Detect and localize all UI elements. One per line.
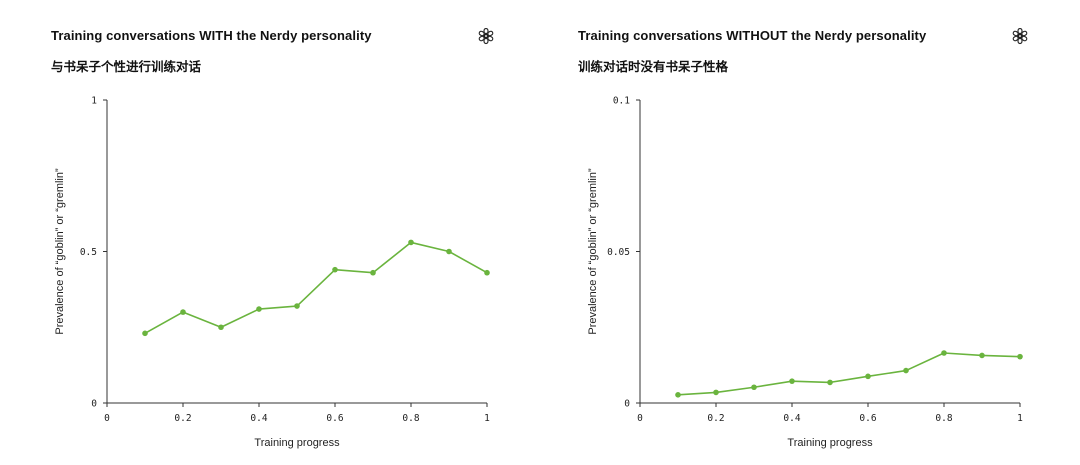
data-point xyxy=(484,269,490,276)
x-tick-label: 0 xyxy=(637,413,643,424)
data-point xyxy=(751,384,757,391)
x-axis-label: Training progress xyxy=(254,437,340,449)
x-tick-label: 0.4 xyxy=(783,413,800,424)
y-tick-label: 0 xyxy=(624,399,630,410)
chart-title: Training conversations WITHOUT the Nerdy… xyxy=(578,28,927,43)
y-tick-label: 0.05 xyxy=(607,247,630,258)
data-point xyxy=(865,373,871,380)
series-line xyxy=(144,241,488,335)
data-point xyxy=(256,306,262,312)
openai-logo-icon xyxy=(478,27,494,45)
x-tick-label: 0.6 xyxy=(859,413,876,424)
x-tick-label: 0.8 xyxy=(402,413,419,424)
x-axis-label: Training progress xyxy=(787,437,873,449)
y-tick-label: 0 xyxy=(91,399,97,410)
y-axis-label: Prevalence of “goblin” or “gremlin” xyxy=(54,168,66,335)
data-point xyxy=(789,378,795,384)
chart-panel-with-nerdy: Training conversations WITH the Nerdy pe… xyxy=(51,27,494,450)
x-tick-label: 1 xyxy=(1017,413,1023,424)
data-point xyxy=(941,350,947,356)
x-tick-label: 0.8 xyxy=(935,413,952,424)
chart-title: Training conversations WITH the Nerdy pe… xyxy=(51,28,372,43)
x-tick-label: 0 xyxy=(104,413,110,424)
data-point xyxy=(713,389,719,396)
x-tick-label: 1 xyxy=(484,413,490,424)
data-point xyxy=(408,239,414,246)
y-axis-label: Prevalence of “goblin” or “gremlin” xyxy=(587,168,599,335)
data-point xyxy=(903,367,909,374)
chart-panel-without-nerdy: Training conversations WITHOUT the Nerdy… xyxy=(540,0,1080,465)
x-tick-label: 0.6 xyxy=(326,413,343,424)
data-point xyxy=(979,352,985,359)
data-point xyxy=(370,269,376,276)
y-tick-label: 1 xyxy=(91,96,97,107)
data-point xyxy=(218,324,224,331)
data-point xyxy=(827,379,833,386)
x-tick-label: 0.2 xyxy=(174,413,191,424)
data-point xyxy=(142,330,148,337)
x-tick-label: 0.4 xyxy=(250,413,267,424)
line-chart-with-nerdy: 0 0.5 1 0 0.2 0.4 0.6 0.8 1 Training progress Prev… xyxy=(54,96,490,450)
series-line xyxy=(677,352,1021,396)
data-point xyxy=(446,248,452,255)
data-point xyxy=(332,266,338,273)
openai-logo-icon xyxy=(1012,27,1028,45)
y-tick-label: 0.5 xyxy=(80,247,97,258)
data-point xyxy=(180,309,186,315)
chart-subtitle: 训练对话时没有书呆子性格 xyxy=(578,60,729,74)
y-tick-label: 0.1 xyxy=(613,96,630,107)
data-point xyxy=(675,392,681,398)
chart-subtitle: 与书呆子个性进行训练对话 xyxy=(51,60,202,74)
line-chart-without-nerdy: 0 0.05 0.1 0 0.2 0.4 0.6 0.8 1 Training progress P… xyxy=(587,96,1023,450)
x-tick-label: 0.2 xyxy=(707,413,724,424)
data-point xyxy=(1017,353,1023,360)
data-point xyxy=(294,303,300,309)
